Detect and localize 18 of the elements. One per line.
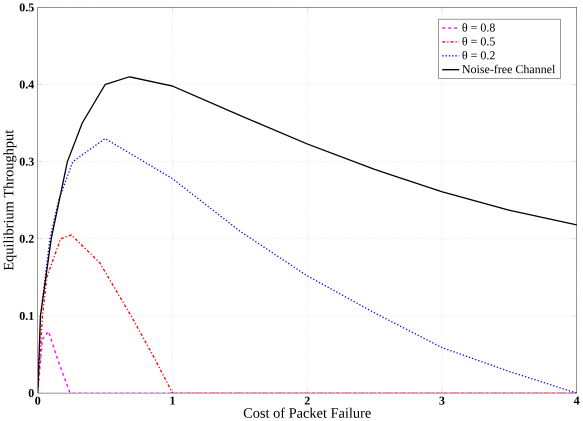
x-tick-label: 0	[35, 396, 40, 405]
x-tick-label: 4	[574, 396, 580, 404]
x-axis-title: Cost of Packet Failure	[244, 408, 371, 418]
legend-label: θ = 0.8	[462, 23, 495, 32]
line-series	[38, 138, 577, 394]
x-tick-label: 2	[304, 396, 310, 404]
y-tick-label: 0.1	[20, 312, 34, 320]
y-tick-label: 0.5	[20, 3, 34, 12]
y-tick-label: 0.2	[20, 234, 34, 243]
x-tick-label: 1	[170, 396, 175, 404]
x-tick-label: 3	[439, 396, 445, 405]
y-tick-label: 0	[28, 388, 34, 398]
legend-label: θ = 0.2	[462, 50, 495, 60]
y-tick-label: 0.4	[20, 80, 34, 89]
y-tick-label: 0.3	[20, 158, 34, 166]
y-axis-title: Equilibrium Throughput	[3, 130, 16, 270]
legend-label: Noise-free Channel	[462, 64, 556, 74]
legend-label: θ = 0.5	[462, 36, 495, 46]
